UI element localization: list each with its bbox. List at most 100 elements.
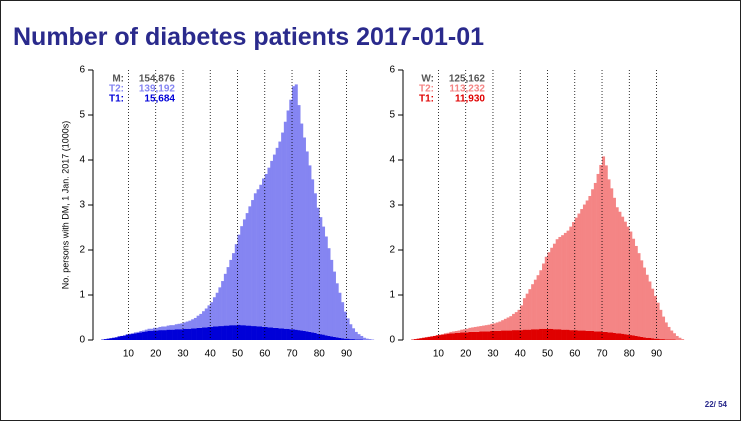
bar — [432, 335, 437, 340]
bar — [662, 316, 666, 340]
bar — [177, 329, 181, 340]
bar — [346, 318, 350, 339]
bar — [131, 333, 135, 340]
bar — [357, 334, 361, 340]
bar — [316, 207, 320, 334]
bar — [651, 288, 655, 339]
bar — [563, 232, 567, 330]
bar — [612, 332, 616, 340]
bar — [163, 326, 167, 331]
y-tick-label: 2 — [79, 245, 85, 256]
bar — [558, 329, 562, 340]
legend-name: T2: — [109, 84, 124, 95]
y-tick-label: 4 — [79, 155, 85, 166]
bar — [297, 105, 301, 331]
bar — [539, 270, 543, 329]
bar — [572, 222, 576, 331]
bar — [542, 328, 546, 340]
bar — [308, 331, 312, 340]
bar — [204, 327, 208, 340]
y-tick-label: 3 — [389, 200, 395, 211]
bar — [122, 335, 127, 340]
bar — [150, 331, 154, 340]
y-tick-label: 2 — [389, 245, 395, 256]
bar — [615, 207, 619, 334]
bar — [457, 332, 461, 340]
bar — [330, 259, 334, 337]
bar — [218, 287, 222, 327]
bar — [637, 336, 641, 340]
bar — [642, 267, 646, 338]
bar — [240, 325, 244, 340]
bar — [142, 330, 146, 332]
bar — [112, 337, 116, 340]
bar — [479, 326, 483, 332]
bar — [452, 331, 456, 334]
bar — [191, 328, 195, 340]
bar — [147, 328, 151, 331]
bar — [653, 338, 657, 340]
bar — [147, 331, 151, 340]
bar — [199, 313, 203, 328]
bar — [272, 327, 276, 340]
bar — [232, 253, 236, 326]
bar — [476, 326, 480, 332]
bar — [555, 239, 559, 330]
bar — [490, 331, 494, 340]
bar — [338, 337, 342, 340]
bar — [142, 331, 146, 340]
bar — [561, 235, 565, 330]
bar — [667, 326, 671, 340]
bar — [262, 326, 266, 340]
bar — [281, 132, 285, 329]
bar — [161, 330, 165, 340]
bar — [180, 329, 184, 340]
bar — [322, 334, 326, 340]
y-tick-label: 6 — [79, 65, 85, 76]
bar — [158, 326, 162, 331]
bar — [136, 331, 140, 333]
bar — [468, 327, 472, 332]
bar — [522, 329, 526, 340]
bar — [642, 337, 646, 340]
legend-name: M: — [112, 74, 124, 85]
bar — [251, 326, 255, 340]
bar — [253, 326, 257, 340]
bar — [599, 331, 603, 340]
bar — [681, 339, 685, 340]
bar — [419, 338, 423, 340]
bar — [563, 329, 567, 340]
bar — [319, 334, 323, 340]
bar — [495, 322, 499, 331]
bar — [281, 328, 285, 340]
bar — [289, 99, 293, 330]
bar — [492, 331, 496, 340]
bar — [166, 329, 170, 340]
y-tick-label: 0 — [79, 335, 85, 346]
bar — [341, 338, 345, 340]
slide-title: Number of diabetes patients 2017-01-01 — [13, 23, 484, 51]
x-tick-label: 30 — [177, 349, 189, 360]
bar — [593, 182, 597, 332]
bar — [114, 337, 118, 340]
bar — [125, 334, 129, 340]
bar — [520, 305, 524, 331]
bar — [443, 334, 447, 340]
bar — [577, 330, 581, 340]
bar — [656, 338, 660, 340]
bar — [536, 329, 540, 340]
bar — [152, 327, 157, 331]
x-tick-label: 70 — [286, 349, 298, 360]
bar — [550, 328, 554, 340]
bar — [476, 331, 480, 340]
x-tick-label: 70 — [596, 349, 608, 360]
bar — [621, 216, 625, 334]
bar — [618, 333, 622, 340]
bar — [577, 213, 581, 331]
bar — [632, 238, 636, 336]
bar — [212, 297, 216, 327]
bar — [177, 323, 181, 330]
bar — [212, 326, 216, 340]
y-tick-label: 5 — [79, 110, 85, 121]
bar — [653, 295, 657, 339]
